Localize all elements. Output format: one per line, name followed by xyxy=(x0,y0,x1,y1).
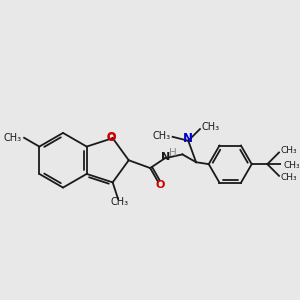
Text: N: N xyxy=(183,132,193,145)
Text: H: H xyxy=(169,148,176,158)
Text: N: N xyxy=(161,152,170,162)
Text: CH₃: CH₃ xyxy=(280,146,297,155)
Text: O: O xyxy=(106,132,116,142)
Text: CH₃: CH₃ xyxy=(202,122,220,132)
Text: CH₃: CH₃ xyxy=(280,173,297,182)
Text: CH₃: CH₃ xyxy=(284,160,300,169)
Text: CH₃: CH₃ xyxy=(153,131,171,141)
Text: O: O xyxy=(106,133,116,143)
Text: CH₃: CH₃ xyxy=(3,133,21,143)
Text: O: O xyxy=(155,180,165,190)
Text: CH₃: CH₃ xyxy=(110,197,128,207)
